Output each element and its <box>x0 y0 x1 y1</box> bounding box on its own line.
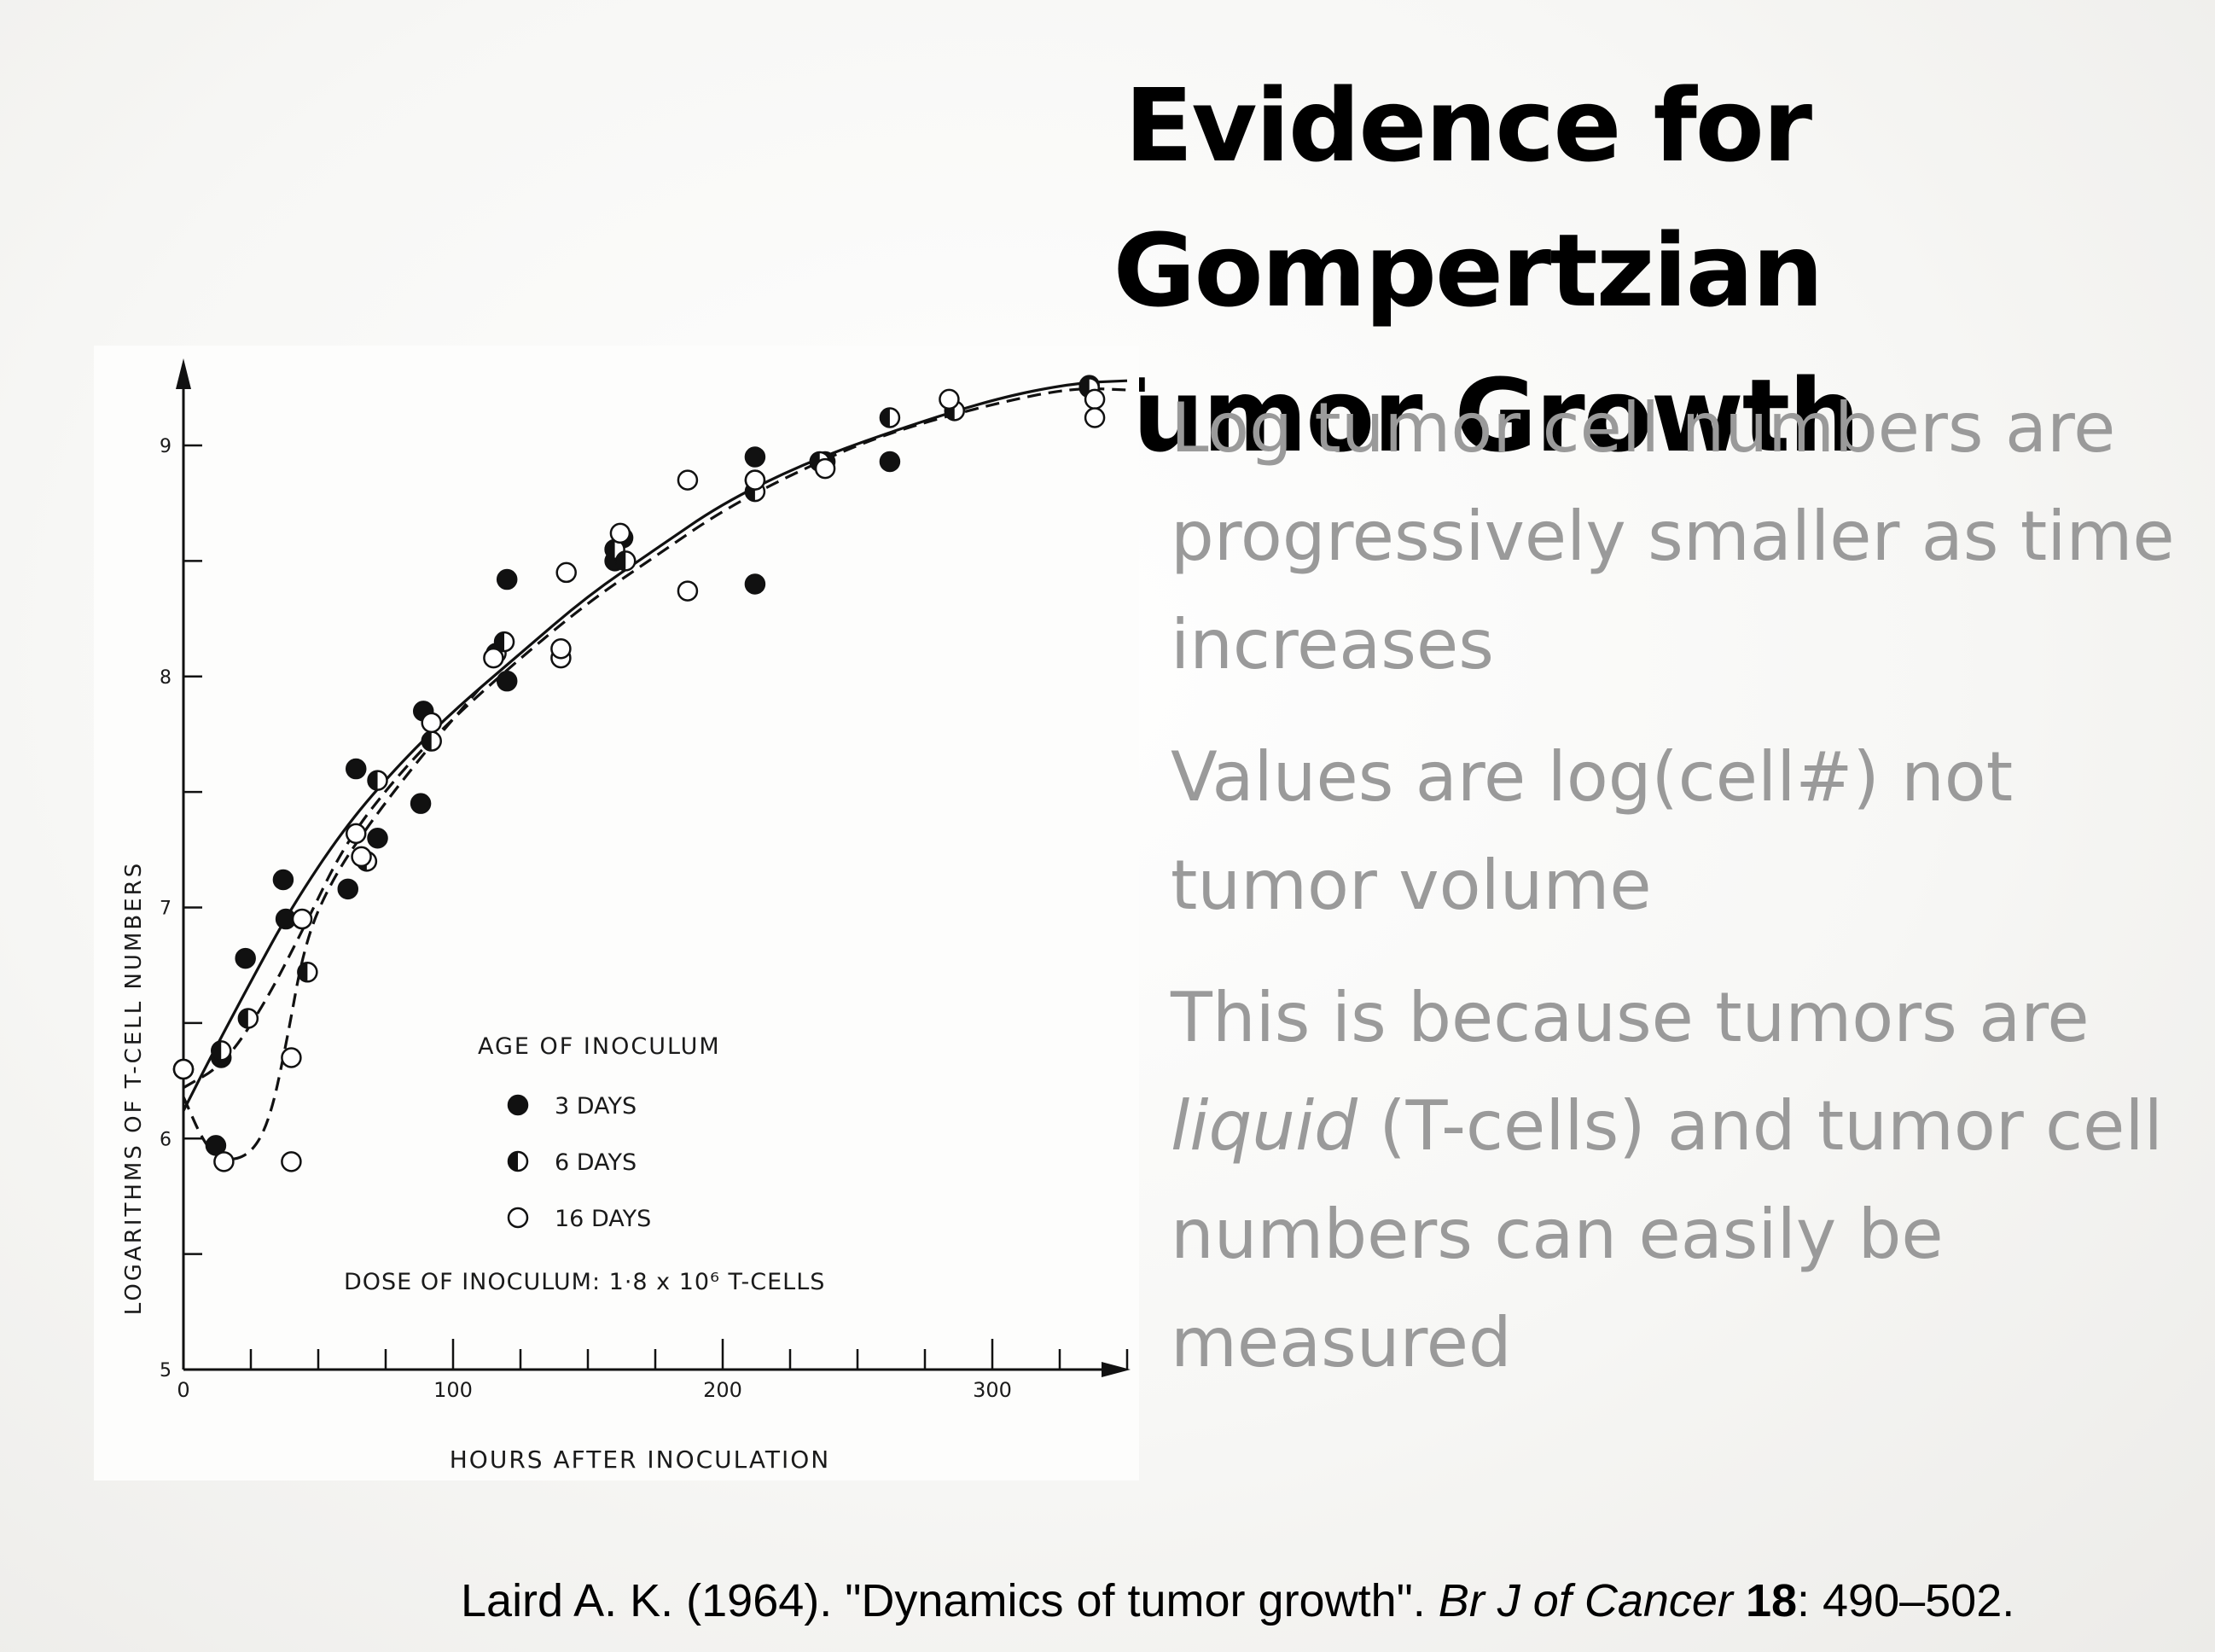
y-tick-label: 8 <box>160 667 172 689</box>
point-3-days <box>337 878 359 900</box>
point-16-days <box>351 846 372 868</box>
chart-axes: 0 100 200 300 5 6 7 8 9 <box>160 358 1131 1402</box>
point-16-days <box>172 1058 195 1080</box>
point-6-days <box>210 1040 232 1062</box>
slide-title-line-1: Evidence for Gompertzian <box>1113 67 1824 329</box>
x-axis-label: HOURS AFTER INOCULATION <box>450 1446 831 1474</box>
bullet-2: Values are log(cell#) not tumor volume <box>1171 737 2014 925</box>
bullet-list: Log tumor cell numbers are progressively… <box>1171 374 2177 1421</box>
slide-title-line-2: Tumor Growth <box>1076 357 1860 474</box>
point-16-days <box>744 469 766 491</box>
point-16-days <box>281 1047 302 1068</box>
data-points <box>172 375 1106 1172</box>
y-axis-label: LOGARITHMS OF T-CELL NUMBERS <box>121 861 147 1315</box>
y-tick-label: 6 <box>160 1129 172 1150</box>
point-3-days <box>272 869 294 891</box>
point-16-days <box>609 522 631 544</box>
x-tick-label: 100 <box>433 1378 473 1402</box>
point-6-days <box>237 1008 259 1029</box>
point-16-days <box>213 1151 235 1172</box>
point-3-days <box>744 446 766 468</box>
point-6-days <box>493 631 515 653</box>
point-3-days <box>879 451 901 473</box>
point-16-days <box>345 823 367 845</box>
fit-curve-2 <box>183 387 1128 1090</box>
point-16-days <box>421 712 442 734</box>
legend-label-16-days: 16 DAYS <box>555 1206 651 1232</box>
point-6-days-fill <box>298 963 308 982</box>
legend-entry-16-days: 16 DAYS <box>507 1206 651 1232</box>
slide-title: Evidence for Gompertzian Tumor Growth <box>768 53 2167 488</box>
legend-title: AGE OF INOCULUM <box>478 1033 721 1060</box>
point-3-days <box>496 670 518 692</box>
legend-marker-filled <box>507 1094 529 1116</box>
citation: Laird A. K. (1964). "Dynamics of tumor g… <box>461 1574 2167 1627</box>
citation-pages: : 490–502. <box>1797 1575 2015 1626</box>
point-16-days <box>814 457 836 480</box>
fit-curve-3 <box>182 687 481 1161</box>
point-6-days-fill <box>212 1041 222 1061</box>
point-16-days <box>555 561 577 584</box>
legend-label-3-days: 3 DAYS <box>555 1093 637 1120</box>
dose-note: DOSE OF INOCULUM: 1·8 x 10⁶ T-CELLS <box>344 1269 825 1295</box>
legend-label-6-days: 6 DAYS <box>555 1149 637 1176</box>
y-tick-label: 5 <box>160 1360 172 1382</box>
point-6-days-fill <box>605 539 615 559</box>
point-6-days-fill <box>495 632 505 652</box>
legend-marker-open <box>507 1207 529 1229</box>
point-3-days <box>235 947 256 969</box>
point-16-days <box>483 647 504 669</box>
point-16-days <box>939 388 960 410</box>
bullet-3-pre: This is because tumors are <box>1171 978 2090 1057</box>
growth-chart: 0 100 200 300 5 6 7 8 9 LOGARITHMS OF T-CELL NUM… <box>121 358 1131 1474</box>
point-16-days <box>677 580 699 602</box>
point-16-days <box>281 1151 302 1172</box>
point-6-days-fill <box>421 731 432 751</box>
point-16-days <box>550 638 572 660</box>
bullet-3-post: (T-cells) and tumor cell numbers can eas… <box>1171 1086 2163 1382</box>
point-6-days <box>367 770 388 791</box>
point-3-days <box>205 1135 227 1156</box>
growth-chart-figure: 0 100 200 300 5 6 7 8 9 LOGARITHMS OF T-CELL NUM… <box>94 346 1139 1480</box>
point-3-days <box>367 828 388 849</box>
point-16-days <box>1084 407 1106 428</box>
point-6-days <box>879 407 901 428</box>
point-16-days <box>291 908 313 930</box>
x-tick-label: 200 <box>703 1378 742 1402</box>
y-tick-label: 7 <box>160 899 172 920</box>
y-tick-label: 9 <box>160 436 172 457</box>
point-3-days <box>345 758 367 780</box>
point-3-days <box>496 568 518 590</box>
point-6-days-fill <box>616 551 626 571</box>
x-axis-arrow <box>1102 1362 1131 1377</box>
x-tick-label: 300 <box>973 1378 1012 1402</box>
point-3-days <box>410 793 432 814</box>
point-3-days <box>744 573 766 595</box>
legend-entry-6-days: 6 DAYS <box>507 1149 637 1176</box>
citation-volume: 18 <box>1745 1575 1798 1626</box>
y-axis-arrow <box>176 358 191 389</box>
point-16-days <box>677 469 699 491</box>
point-6-days <box>297 962 318 983</box>
citation-journal: Br J of Cancer <box>1438 1575 1733 1626</box>
point-16-days <box>1084 388 1106 410</box>
x-tick-label: 0 <box>177 1378 189 1402</box>
citation-main: Laird A. K. (1964). "Dynamics of tumor g… <box>461 1575 1439 1626</box>
point-6-days <box>614 550 637 572</box>
fit-curve-1 <box>182 379 1128 1112</box>
chart-legend: AGE OF INOCULUM 3 DAYS 6 DAYS 16 DAYS DO… <box>344 1033 825 1295</box>
bullet-1: Log tumor cell numbers are progressively… <box>1171 388 2175 684</box>
bullet-3: This is because tumors are liquid (T-cel… <box>1171 963 2177 1397</box>
legend-entry-3-days: 3 DAYS <box>507 1093 637 1120</box>
point-6-days-fill <box>238 1009 248 1028</box>
point-6-days-fill <box>368 771 378 790</box>
legend-marker-half-fill <box>509 1152 518 1171</box>
bullet-3-emphasis: liquid <box>1171 1086 1357 1166</box>
point-6-days-fill <box>880 408 890 428</box>
point-6-days <box>421 730 442 752</box>
